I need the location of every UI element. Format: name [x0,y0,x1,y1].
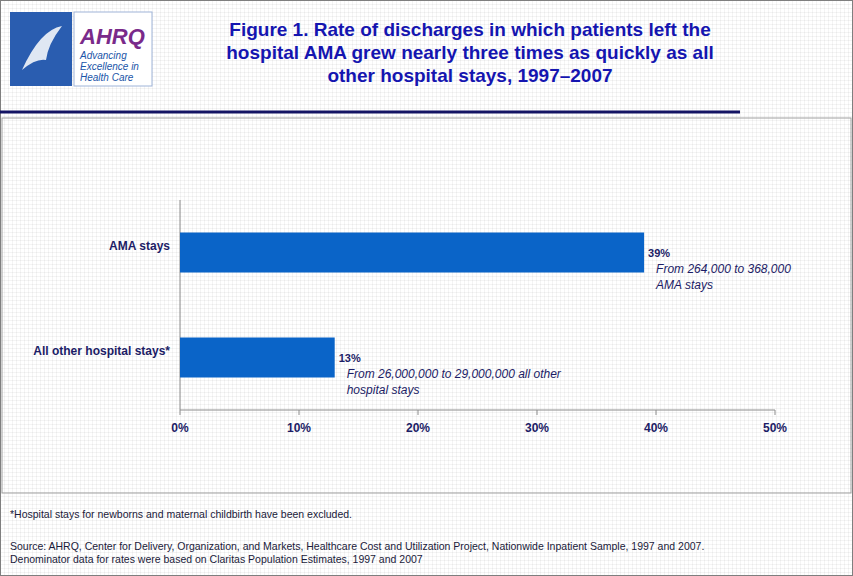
x-tick [299,410,300,415]
bars [180,233,644,378]
logo-name: AHRQ [79,24,145,49]
header-rule [0,111,740,114]
panel-frame [2,118,851,493]
x-axis [180,410,775,411]
note: Denominator data for rates were based on… [10,553,845,566]
annotation: From 26,000,000 to 29,000,000 all other … [347,366,592,398]
data-label: 13% [339,352,361,364]
x-tick-label: 50% [763,421,787,435]
logo-emblem [10,12,72,86]
note: Source: AHRQ, Center for Delivery, Organ… [10,540,845,553]
logo-tagline: Advancing Excellence in Health Care [80,50,150,83]
category-label: All other hospital stays* [33,344,170,358]
category-label: AMA stays [109,239,170,253]
x-tick [180,410,181,415]
logo-eagle [22,26,62,70]
x-tick-label: 0% [171,421,189,435]
logo: AHRQ [10,12,152,86]
y-axis [180,200,181,410]
bar [180,338,335,378]
frame [1,1,853,576]
x-tick [537,410,538,415]
note: *Hospital stays for newborns and materna… [10,508,845,521]
x-tick-label: 10% [287,421,311,435]
x-tick [656,410,657,415]
x-tick-label: 40% [644,421,668,435]
chart: AHRQ 0% 10% 20% 30% 40% 50% AMA stays 39% All oth… [0,0,853,576]
bar [180,233,644,273]
title: Figure 1. Rate of discharges in which pa… [205,18,735,87]
data-label: 39% [648,247,670,259]
annotation: From 264,000 to 368,000 AMA stays [656,261,806,293]
x-tick [775,410,776,415]
x-tick-label: 30% [525,421,549,435]
logo-box [74,12,152,86]
x-tick-label: 20% [406,421,430,435]
x-tick [418,410,419,415]
